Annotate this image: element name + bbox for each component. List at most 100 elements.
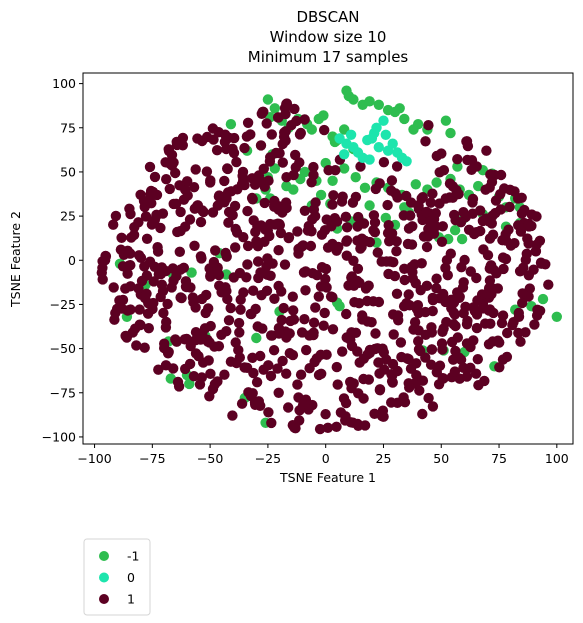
point-cluster-1 [427, 401, 439, 412]
point-cluster-1 [426, 344, 437, 355]
point-cluster-1 [207, 383, 219, 395]
point-cluster-neg1 [334, 301, 345, 312]
point-cluster-1 [277, 157, 288, 168]
point-cluster-1 [273, 280, 284, 292]
point-cluster-1 [406, 239, 418, 250]
point-cluster-1 [233, 344, 244, 356]
point-cluster-1 [129, 222, 140, 233]
point-cluster-1 [370, 328, 381, 339]
legend-label-0: -1 [127, 549, 139, 564]
point-cluster-1 [509, 238, 520, 249]
point-cluster-1 [475, 225, 486, 237]
point-cluster-1 [455, 354, 467, 365]
point-cluster-1 [497, 252, 509, 263]
point-cluster-1 [523, 270, 534, 281]
point-cluster-1 [382, 199, 393, 211]
point-cluster-1 [472, 354, 483, 365]
point-cluster-1 [336, 196, 348, 207]
point-cluster-1 [328, 190, 339, 201]
point-cluster-1 [471, 272, 482, 284]
point-cluster-1 [422, 231, 434, 242]
point-cluster-1 [543, 279, 554, 290]
point-cluster-1 [296, 241, 307, 252]
point-cluster-neg1 [327, 175, 338, 186]
point-cluster-1 [395, 337, 407, 348]
point-cluster-1 [325, 291, 337, 302]
point-cluster-1 [327, 199, 338, 210]
point-cluster-1 [309, 356, 320, 368]
point-cluster-1 [205, 175, 216, 186]
point-cluster-1 [216, 287, 227, 298]
point-cluster-1 [487, 229, 499, 240]
point-cluster-1 [484, 275, 496, 286]
point-cluster-neg1 [348, 94, 359, 105]
point-cluster-1 [415, 285, 426, 296]
point-cluster-neg1 [359, 182, 371, 193]
title-line-1: Window size 10 [270, 28, 387, 46]
point-cluster-1 [494, 337, 505, 348]
point-cluster-0 [373, 142, 384, 153]
point-cluster-1 [124, 203, 135, 214]
point-cluster-neg1 [186, 267, 197, 278]
point-cluster-1 [436, 148, 447, 159]
point-cluster-1 [308, 204, 320, 215]
point-cluster-1 [495, 204, 506, 215]
y-tick-label: −50 [50, 341, 76, 356]
point-cluster-neg1 [364, 200, 375, 211]
point-cluster-1 [259, 197, 270, 209]
point-cluster-1 [413, 325, 424, 336]
point-cluster-1 [391, 246, 402, 257]
point-cluster-neg1 [225, 119, 237, 130]
point-cluster-neg1 [184, 378, 195, 390]
point-cluster-1 [273, 328, 285, 339]
point-cluster-1 [485, 318, 496, 329]
point-cluster-1 [343, 280, 354, 291]
point-cluster-1 [370, 183, 381, 195]
point-cluster-1 [454, 292, 465, 303]
point-cluster-0 [401, 156, 412, 167]
point-cluster-1 [143, 323, 154, 334]
point-cluster-1 [242, 205, 253, 217]
point-cluster-1 [314, 423, 326, 435]
point-cluster-1 [230, 242, 241, 253]
point-cluster-1 [462, 315, 473, 327]
point-cluster-1 [275, 227, 287, 239]
point-cluster-1 [273, 204, 284, 215]
point-cluster-1 [466, 155, 478, 166]
point-cluster-1 [204, 337, 215, 348]
point-cluster-neg1 [373, 99, 384, 111]
point-cluster-1 [356, 233, 368, 244]
point-cluster-1 [287, 291, 298, 302]
point-cluster-1 [201, 289, 212, 301]
point-cluster-1 [403, 353, 414, 365]
point-cluster-1 [353, 298, 365, 309]
point-cluster-1 [431, 283, 442, 294]
point-cluster-1 [171, 136, 182, 148]
point-cluster-0 [371, 122, 382, 133]
point-cluster-1 [256, 290, 267, 301]
point-cluster-1 [331, 361, 342, 373]
point-cluster-1 [340, 411, 351, 422]
point-cluster-1 [274, 148, 285, 159]
point-cluster-1 [357, 310, 368, 321]
y-tick-label: 25 [60, 209, 76, 224]
point-cluster-neg1 [350, 172, 361, 183]
point-cluster-1 [404, 300, 415, 311]
point-cluster-1 [242, 259, 253, 270]
point-cluster-1 [468, 335, 479, 346]
point-cluster-1 [417, 408, 428, 420]
point-cluster-1 [256, 108, 267, 120]
point-cluster-1 [413, 336, 424, 347]
point-cluster-1 [266, 129, 277, 140]
point-cluster-1 [201, 166, 213, 177]
point-cluster-1 [171, 270, 182, 282]
point-cluster-1 [392, 192, 403, 203]
point-cluster-1 [141, 288, 152, 299]
chart-title: DBSCAN Window size 10 Minimum 17 samples [248, 8, 409, 66]
point-cluster-1 [235, 294, 246, 305]
point-cluster-neg1 [452, 161, 463, 172]
point-cluster-1 [388, 329, 399, 340]
point-cluster-1 [444, 192, 455, 203]
point-cluster-1 [133, 283, 144, 294]
point-cluster-1 [471, 322, 483, 334]
